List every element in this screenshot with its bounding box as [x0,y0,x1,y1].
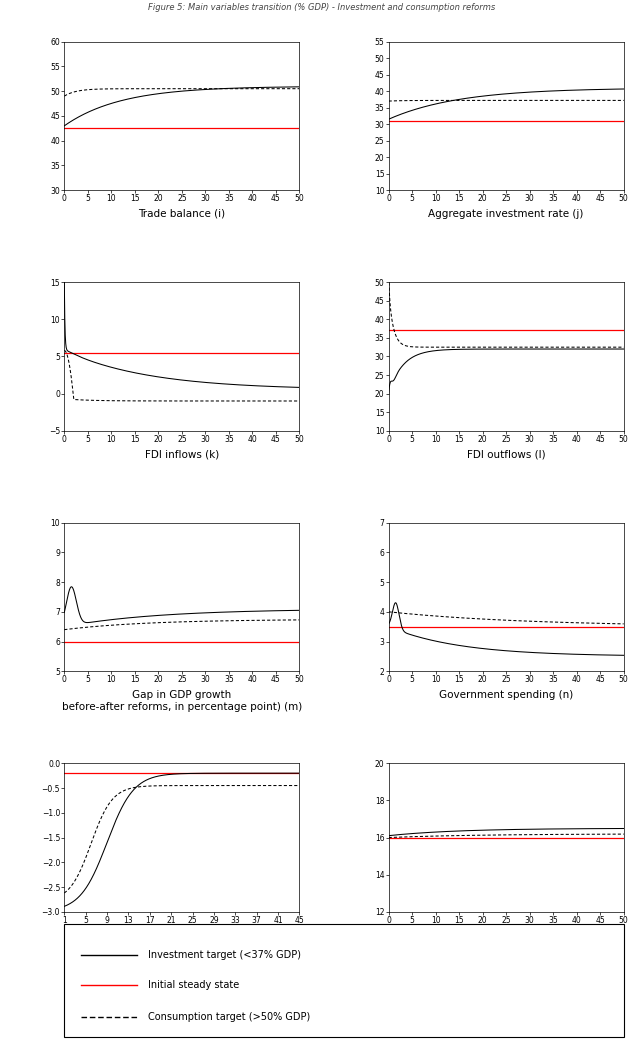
X-axis label: Gap in GDP growth
before-after reforms, in percentage point) (m): Gap in GDP growth before-after reforms, … [62,690,302,712]
Text: Initial steady state: Initial steady state [148,981,239,990]
X-axis label: FDI outflows (l): FDI outflows (l) [467,449,545,460]
Text: Figure 5: Main variables transition (% GDP) - Investment and consumption reforms: Figure 5: Main variables transition (% G… [148,3,495,13]
X-axis label: Government spending (n): Government spending (n) [439,690,574,700]
X-axis label: Trade balance (i): Trade balance (i) [138,208,226,219]
X-axis label: Legend: Legend [163,931,201,941]
X-axis label: FDI inflows (k): FDI inflows (k) [145,449,219,460]
Text: Consumption target (>50% GDP): Consumption target (>50% GDP) [148,1012,311,1021]
X-axis label: Aggregate investment rate (j): Aggregate investment rate (j) [428,208,584,219]
Text: Investment target (<37% GDP): Investment target (<37% GDP) [148,949,301,960]
